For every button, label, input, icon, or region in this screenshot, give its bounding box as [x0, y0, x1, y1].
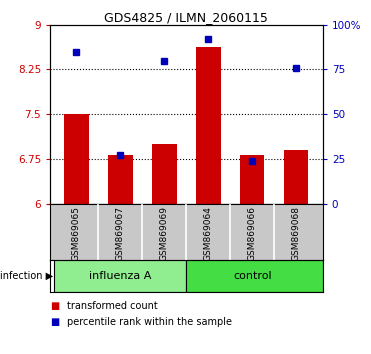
- Bar: [240, 155, 265, 204]
- Text: control: control: [233, 271, 272, 281]
- Bar: [196, 47, 220, 204]
- Text: percentile rank within the sample: percentile rank within the sample: [67, 317, 232, 327]
- Text: GSM869064: GSM869064: [204, 206, 213, 261]
- Bar: [152, 144, 177, 204]
- Text: infection ▶: infection ▶: [0, 271, 53, 281]
- Text: ■: ■: [50, 301, 59, 311]
- Text: GSM869065: GSM869065: [72, 206, 81, 261]
- Text: ■: ■: [50, 317, 59, 327]
- Text: GSM869066: GSM869066: [248, 206, 257, 261]
- Bar: [284, 150, 308, 204]
- Bar: [108, 155, 132, 204]
- Title: GDS4825 / ILMN_2060115: GDS4825 / ILMN_2060115: [105, 11, 268, 24]
- Text: GSM869069: GSM869069: [160, 206, 169, 261]
- Bar: [187, 260, 323, 292]
- Bar: [65, 114, 89, 204]
- Text: GSM869067: GSM869067: [116, 206, 125, 261]
- Bar: [55, 260, 187, 292]
- Text: influenza A: influenza A: [89, 271, 152, 281]
- Text: transformed count: transformed count: [67, 301, 158, 311]
- Text: GSM869068: GSM869068: [292, 206, 301, 261]
